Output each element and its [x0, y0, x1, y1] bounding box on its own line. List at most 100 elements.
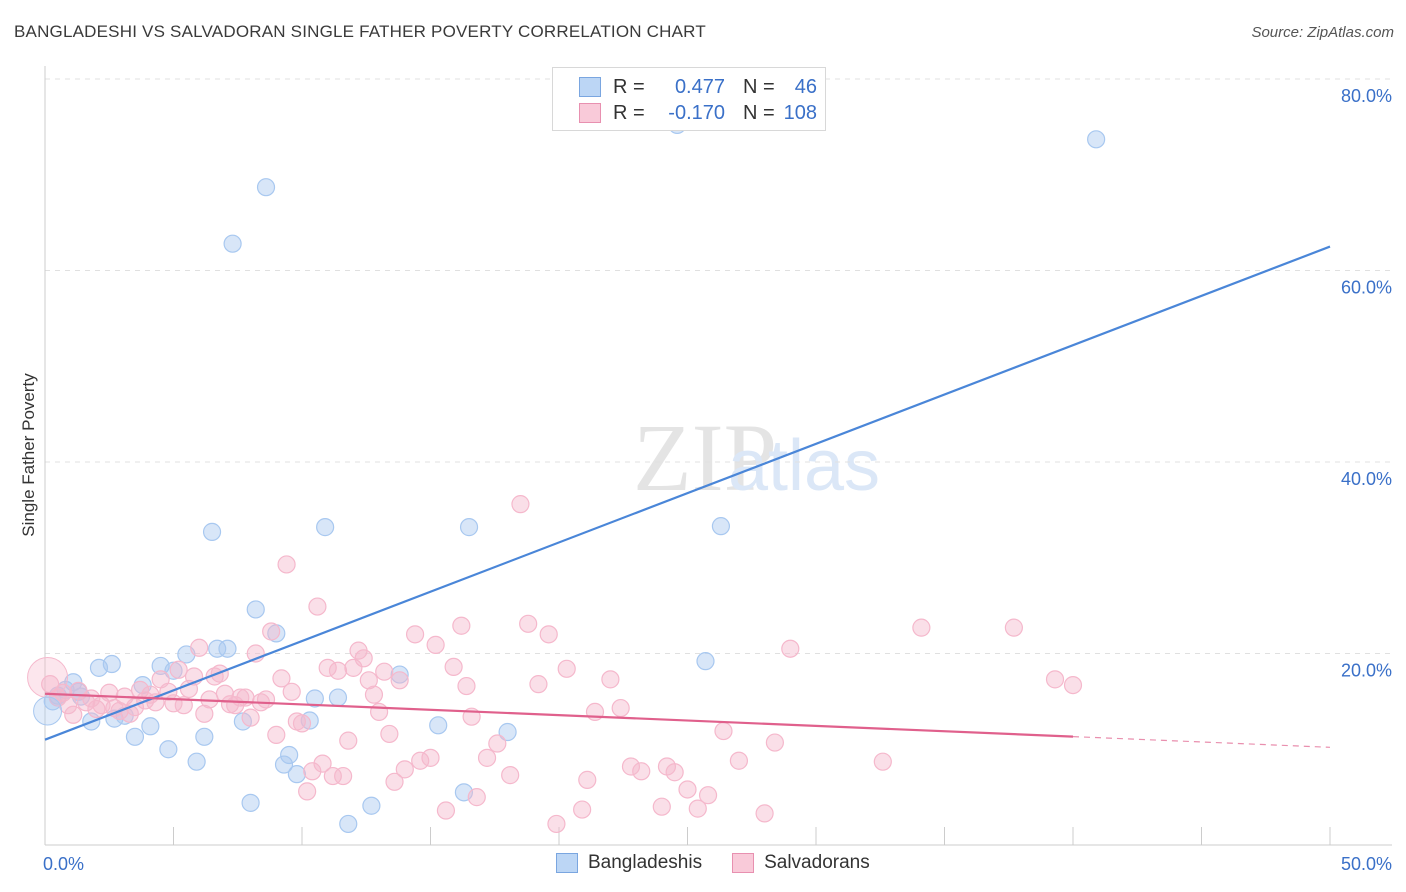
series-label-bangladeshis: Bangladeshis — [588, 852, 703, 873]
salvadoran-point — [557, 659, 576, 678]
salvadoran-point — [688, 799, 707, 818]
salvadoran-point — [272, 669, 291, 688]
series-swatch-bangladeshis — [556, 853, 578, 873]
salvadoran-point — [370, 702, 389, 722]
salvadoran-point — [652, 797, 671, 816]
bangladeshi-point — [164, 661, 183, 680]
salvadoran-point — [467, 788, 486, 807]
series-legend-item-bangladeshis[interactable]: Bangladeshis — [556, 852, 702, 874]
legend-n-label: N = — [743, 101, 775, 124]
y-tick-label: 20.0% — [1341, 661, 1392, 681]
bangladeshi-point — [1087, 130, 1106, 149]
salvadoran-point — [298, 782, 317, 801]
salvadoran-point — [912, 618, 931, 637]
bangladeshi-point — [133, 675, 152, 695]
bangladeshi-trendline — [44, 245, 1331, 741]
salvadoran-point — [573, 800, 592, 819]
salvadoran-point — [501, 766, 520, 785]
series-legend: Bangladeshis Salvadorans — [556, 852, 900, 874]
legend-r-value: 0.477 — [674, 75, 725, 98]
salvadoran-point — [477, 748, 497, 767]
correlation-legend: R = 0.477 N = 46 R = -0.170 N = 108 — [552, 67, 826, 131]
salvadoran-point — [457, 676, 476, 696]
salvadoran-point — [169, 660, 188, 679]
series-swatch-salvadorans — [732, 853, 755, 873]
salvadoran-point — [698, 786, 718, 805]
salvadoran-point — [277, 555, 296, 574]
bangladeshi-point — [498, 722, 517, 742]
y-tick-label: 60.0% — [1341, 278, 1392, 298]
salvadoran-point — [364, 685, 384, 704]
salvadoran-point — [380, 724, 399, 744]
legend-row-salvadorans: R = -0.170 N = 108 — [579, 101, 817, 125]
salvadoran-point-large — [27, 656, 69, 698]
salvadoran-point — [632, 762, 651, 781]
salvadoran-point — [519, 614, 538, 633]
salvadoran-point — [385, 772, 404, 791]
salvadoran-point — [411, 751, 430, 770]
salvadoran-point — [665, 763, 684, 782]
salvadoran-point — [359, 671, 378, 690]
bangladeshi-point — [280, 745, 299, 765]
x-tick-label: 0.0% — [43, 854, 84, 874]
salvadoran-point — [64, 705, 83, 724]
salvadoran-point — [678, 780, 697, 799]
salvadoran-point — [292, 714, 312, 733]
salvadoran-point — [729, 751, 749, 770]
salvadoran-point — [328, 661, 348, 680]
bangladeshi-point — [339, 814, 358, 834]
legend-n-value: 108 — [783, 101, 817, 124]
salvadoran-point — [1063, 675, 1083, 695]
salvadoran-point — [873, 752, 892, 771]
salvadoran-point — [174, 696, 193, 715]
salvadoran-point — [313, 754, 332, 773]
salvadoran-point — [195, 704, 214, 723]
salvadoran-point — [375, 662, 394, 681]
bangladeshi-point — [256, 178, 276, 197]
series-legend-item-salvadorans[interactable]: Salvadorans — [732, 852, 870, 874]
salvadoran-point — [220, 695, 240, 714]
salvadoran-point — [436, 801, 456, 820]
legend-row-bangladeshis: R = 0.477 N = 46 — [579, 75, 817, 99]
salvadoran-point — [59, 696, 78, 715]
legend-r-label: R = — [613, 75, 645, 98]
salvadoran-point — [308, 597, 327, 616]
salvadoran-trendline-extension — [1072, 736, 1331, 748]
bangladeshi-point — [125, 727, 145, 746]
legend-r-label: R = — [613, 101, 645, 124]
legend-swatch-bangladeshis — [579, 77, 601, 97]
y-tick-label: 40.0% — [1341, 469, 1392, 489]
bangladeshi-point — [390, 665, 409, 684]
salvadoran-point — [539, 625, 558, 644]
legend-r-value: -0.170 — [668, 101, 725, 124]
salvadoran-point — [82, 689, 101, 708]
salvadoran-point — [390, 671, 409, 690]
bangladeshi-point — [696, 652, 715, 671]
bangladeshi-point — [159, 740, 178, 759]
bangladeshi-point — [274, 755, 294, 774]
salvadoran-point — [334, 766, 353, 786]
salvadoran-point — [511, 495, 530, 514]
salvadoran-trendline — [44, 692, 1074, 738]
salvadoran-point — [452, 616, 471, 635]
watermark-zip: ZIP — [633, 404, 777, 511]
salvadoran-point — [601, 670, 620, 689]
bangladeshi-point — [459, 518, 479, 537]
salvadoran-point — [426, 635, 445, 654]
x-tick-label: 50.0% — [1341, 854, 1392, 874]
y-axis-label: Single Father Poverty — [19, 373, 38, 537]
bangladeshi-point — [218, 639, 237, 658]
salvadoran-point — [578, 770, 597, 789]
bangladeshi-point-large — [33, 696, 63, 726]
salvadoran-point — [282, 682, 301, 701]
bangladeshi-point — [208, 639, 227, 658]
bangladeshi-point — [246, 600, 265, 619]
bangladeshi-point — [187, 752, 206, 771]
salvadoran-point — [323, 766, 342, 786]
bangladeshi-point — [328, 688, 348, 707]
y-tick-label: 80.0% — [1341, 86, 1392, 106]
salvadoran-point — [303, 762, 322, 781]
salvadoran-point — [714, 721, 733, 741]
salvadoran-point — [765, 733, 784, 752]
